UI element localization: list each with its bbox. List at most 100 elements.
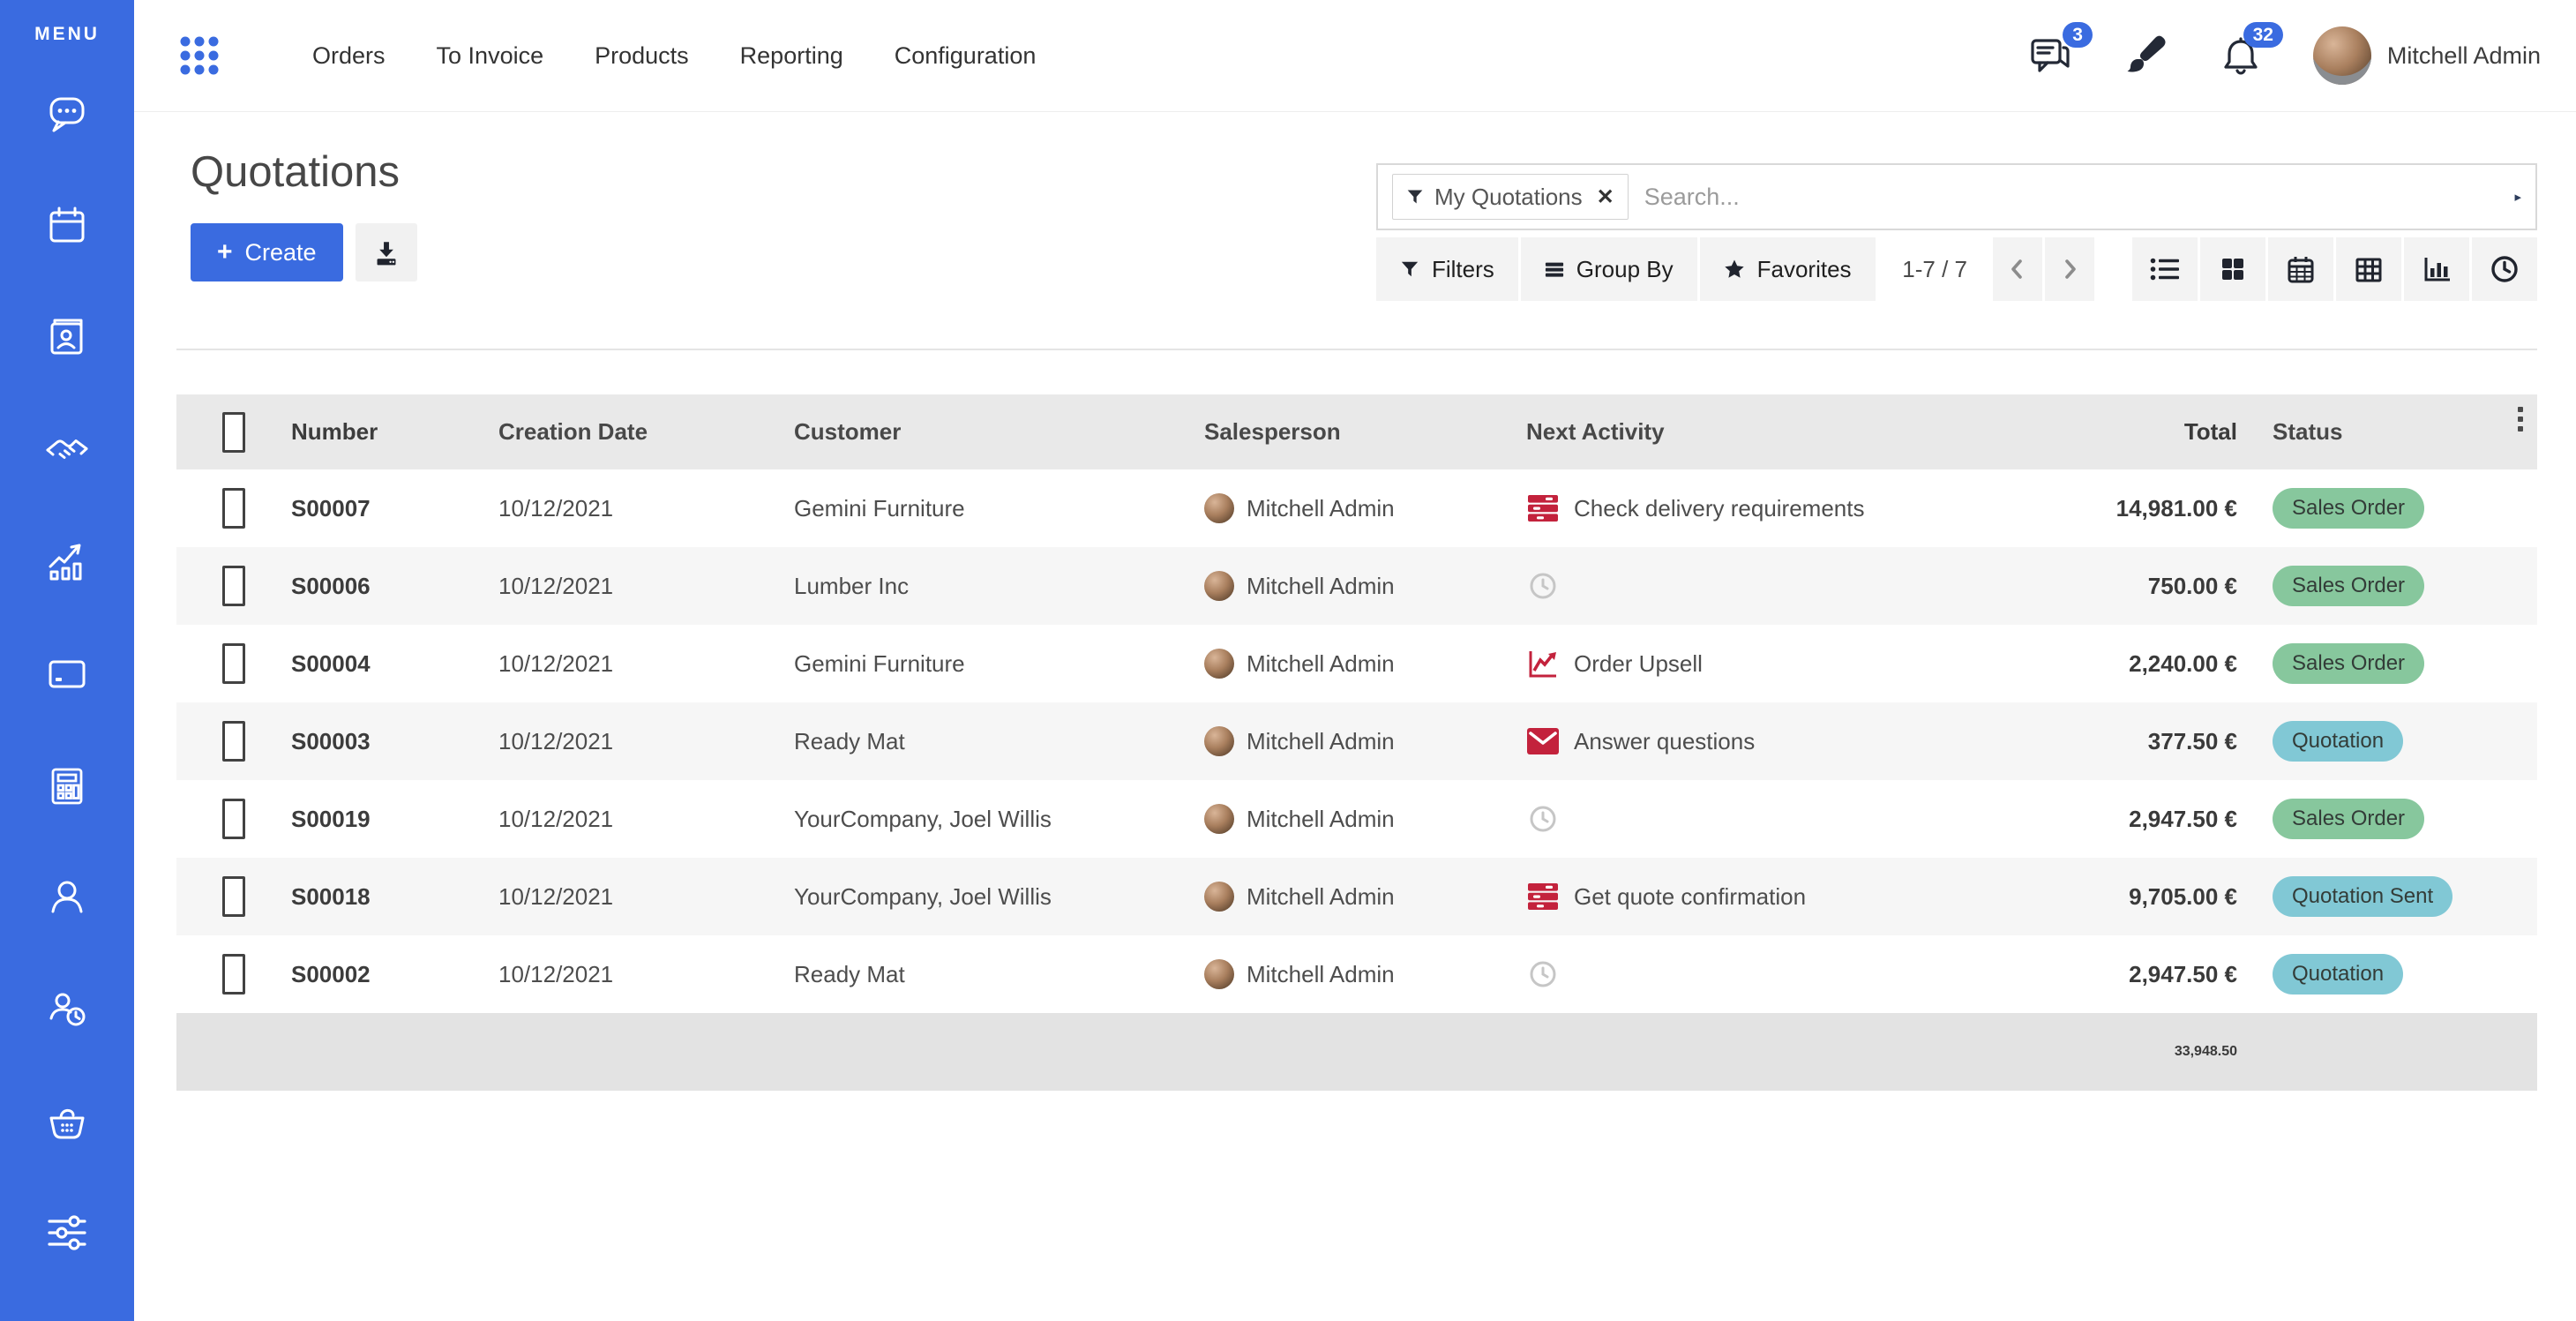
- activity-label: Order Upsell: [1574, 649, 1703, 677]
- activity-clock-icon: [1526, 957, 1560, 991]
- table-row[interactable]: S00002 10/12/2021 Ready Mat Mitchell Adm…: [176, 935, 2537, 1013]
- quotation-number: S00003: [291, 727, 371, 754]
- header-number[interactable]: Number: [291, 418, 378, 445]
- activity-clock-icon: [1526, 569, 1560, 603]
- contacts-app-icon[interactable]: [42, 312, 92, 362]
- next-activity-cell[interactable]: [1526, 802, 2043, 836]
- table-row[interactable]: S00018 10/12/2021 YourCompany, Joel Will…: [176, 858, 2537, 935]
- export-download-button[interactable]: [355, 223, 417, 281]
- salesperson-avatar: [1204, 804, 1234, 834]
- nav-products[interactable]: Products: [595, 41, 689, 69]
- salesperson-avatar: [1204, 726, 1234, 756]
- row-checkbox[interactable]: [222, 876, 245, 917]
- content-divider: [176, 349, 2537, 350]
- row-checkbox[interactable]: [222, 954, 245, 995]
- next-activity-cell[interactable]: Answer questions: [1526, 724, 2043, 758]
- purchase-app-icon[interactable]: [42, 1097, 92, 1146]
- pivot-view-button[interactable]: [2336, 237, 2401, 301]
- next-activity-cell[interactable]: Order Upsell: [1526, 647, 2043, 680]
- quotation-number: S00004: [291, 649, 371, 677]
- nav-orders[interactable]: Orders: [312, 41, 386, 69]
- filters-button[interactable]: Filters: [1376, 237, 1518, 301]
- header-next-activity[interactable]: Next Activity: [1526, 418, 1665, 445]
- total-amount: 2,947.50 €: [2129, 960, 2237, 987]
- next-activity-cell[interactable]: Get quote confirmation: [1526, 880, 2043, 913]
- table-row[interactable]: S00003 10/12/2021 Ready Mat Mitchell Adm…: [176, 702, 2537, 780]
- header-creation-date[interactable]: Creation Date: [498, 418, 648, 445]
- user-name: Mitchell Admin: [2386, 41, 2541, 69]
- row-checkbox[interactable]: [222, 488, 245, 529]
- optional-columns-icon[interactable]: [2518, 407, 2523, 432]
- pager-next-button[interactable]: [2045, 237, 2094, 301]
- paintbrush-icon[interactable]: [2123, 33, 2168, 79]
- calendar-app-icon[interactable]: [42, 200, 92, 250]
- pager: 1-7 / 7: [1902, 237, 2094, 301]
- search-facet-my-quotations[interactable]: My Quotations ✕: [1392, 174, 1629, 220]
- group-by-button[interactable]: Group By: [1520, 237, 1697, 301]
- calendar-view-button[interactable]: [2268, 237, 2333, 301]
- salesperson-cell: Mitchell Admin: [1204, 571, 1526, 601]
- status-cell: Quotation: [2237, 954, 2502, 995]
- total-amount: 2,240.00 €: [2129, 649, 2237, 677]
- salesperson-avatar: [1204, 882, 1234, 912]
- customer-name: Gemini Furniture: [794, 494, 965, 522]
- facet-remove-icon[interactable]: ✕: [1596, 184, 1614, 209]
- table-row[interactable]: S00006 10/12/2021 Lumber Inc Mitchell Ad…: [176, 547, 2537, 625]
- create-button[interactable]: + Create: [191, 223, 343, 281]
- search-dropdown-caret[interactable]: ▸: [2514, 190, 2521, 205]
- settings-app-icon[interactable]: [42, 1209, 92, 1258]
- discuss-app-icon[interactable]: [42, 88, 92, 138]
- creation-date: 10/12/2021: [498, 727, 614, 754]
- plus-icon: +: [217, 237, 233, 266]
- status-badge: Quotation: [2273, 721, 2404, 762]
- row-checkbox[interactable]: [222, 799, 245, 839]
- nav-to-invoice[interactable]: To Invoice: [436, 41, 544, 69]
- menu-label[interactable]: MENU: [34, 24, 100, 44]
- table-row[interactable]: S00019 10/12/2021 YourCompany, Joel Will…: [176, 780, 2537, 858]
- table-row[interactable]: S00004 10/12/2021 Gemini Furniture Mitch…: [176, 625, 2537, 702]
- search-input[interactable]: [1642, 182, 2501, 212]
- search-box[interactable]: My Quotations ✕ ▸: [1376, 163, 2537, 230]
- select-all-checkbox[interactable]: [222, 411, 245, 453]
- header-total[interactable]: Total: [2183, 418, 2237, 445]
- crm-app-icon[interactable]: [42, 424, 92, 474]
- nav-reporting[interactable]: Reporting: [739, 41, 843, 69]
- notifications-bell-icon[interactable]: 32: [2218, 22, 2283, 79]
- time-off-app-icon[interactable]: [42, 985, 92, 1034]
- favorites-button[interactable]: Favorites: [1699, 237, 1876, 301]
- point-of-sale-app-icon[interactable]: [42, 649, 92, 698]
- table-row[interactable]: S00007 10/12/2021 Gemini Furniture Mitch…: [176, 469, 2537, 547]
- row-checkbox[interactable]: [222, 566, 245, 606]
- list-view-button[interactable]: [2132, 237, 2198, 301]
- kanban-view-button[interactable]: [2200, 237, 2265, 301]
- sales-app-icon[interactable]: [42, 537, 92, 586]
- row-checkbox[interactable]: [222, 643, 245, 684]
- accounting-app-icon[interactable]: [42, 761, 92, 810]
- activity-label: Answer questions: [1574, 727, 1756, 754]
- next-activity-cell[interactable]: Check delivery requirements: [1526, 492, 2043, 525]
- header-salesperson[interactable]: Salesperson: [1204, 418, 1341, 445]
- pager-previous-button[interactable]: [1993, 237, 2042, 301]
- messages-icon[interactable]: 3: [2027, 22, 2093, 79]
- next-activity-cell[interactable]: [1526, 957, 2043, 991]
- header-customer[interactable]: Customer: [794, 418, 902, 445]
- total-amount: 2,947.50 €: [2129, 805, 2237, 832]
- quotation-number: S00006: [291, 572, 371, 599]
- nav-configuration[interactable]: Configuration: [894, 41, 1037, 69]
- status-cell: Sales Order: [2237, 488, 2502, 529]
- apps-grid-icon[interactable]: [176, 33, 222, 79]
- quotation-number: S00018: [291, 882, 371, 910]
- graph-view-button[interactable]: [2404, 237, 2469, 301]
- activity-label: Get quote confirmation: [1574, 882, 1807, 910]
- next-activity-cell[interactable]: [1526, 569, 2043, 603]
- salesperson-avatar: [1204, 649, 1234, 679]
- employees-app-icon[interactable]: [42, 873, 92, 922]
- activity-view-button[interactable]: [2472, 237, 2537, 301]
- salesperson-name: Mitchell Admin: [1247, 649, 1395, 677]
- header-status[interactable]: Status: [2273, 418, 2343, 445]
- table-body: S00007 10/12/2021 Gemini Furniture Mitch…: [176, 469, 2537, 1013]
- row-checkbox[interactable]: [222, 721, 245, 762]
- total-amount: 377.50 €: [2147, 727, 2237, 754]
- user-menu[interactable]: Mitchell Admin: [2312, 26, 2541, 85]
- content-head-left: Quotations + Create: [176, 112, 417, 281]
